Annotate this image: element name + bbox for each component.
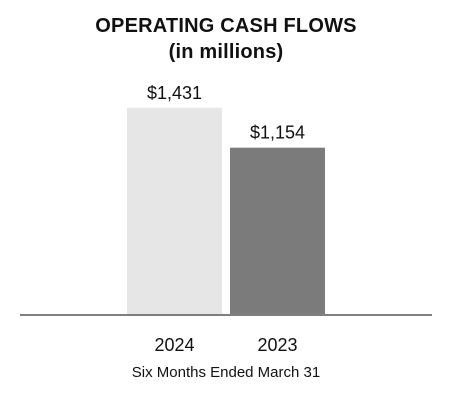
x-tick-label-2023: 2023 [257, 335, 297, 355]
data-label-2023: $1,154 [250, 123, 305, 143]
x-tick-labels: 2024 2023 [154, 335, 297, 355]
x-axis-label: Six Months Ended March 31 [132, 364, 320, 381]
bar-2024 [127, 107, 222, 315]
labels-layer: $1,431 $1,154 [147, 83, 305, 143]
chart-title: OPERATING CASH FLOWS [95, 15, 357, 37]
bars-layer [127, 107, 325, 315]
x-tick-label-2024: 2024 [154, 335, 194, 355]
bar-2023 [230, 147, 325, 314]
data-label-2024: $1,431 [147, 83, 202, 103]
chart-subtitle: (in millions) [168, 41, 284, 63]
